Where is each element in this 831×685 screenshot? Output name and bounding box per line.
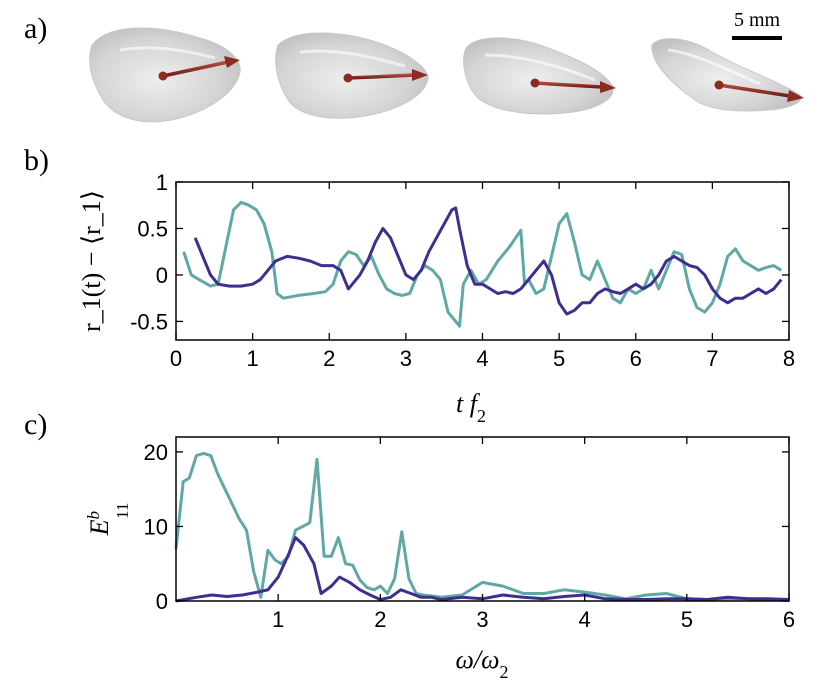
particle-shape-3 bbox=[463, 37, 616, 115]
y-axis-label: r_1(t) − ⟨r_1⟩ bbox=[77, 190, 106, 332]
x-axis-label: ω/ω2 bbox=[456, 645, 509, 682]
y-tick-label: 10 bbox=[144, 514, 168, 539]
x-tick-label: 6 bbox=[783, 607, 795, 632]
x-tick-label: 5 bbox=[681, 607, 693, 632]
x-tick-label: 1 bbox=[247, 346, 259, 371]
x-tick-label: 8 bbox=[783, 346, 795, 371]
x-tick-label: 4 bbox=[579, 607, 591, 632]
scale-bar-label: 5 mm bbox=[734, 9, 781, 31]
y-axis-label: Eb 11 bbox=[84, 503, 133, 537]
y-tick-label: 0 bbox=[156, 263, 168, 288]
y-tick-label: 0.5 bbox=[137, 216, 168, 241]
x-tick-label: 6 bbox=[630, 346, 642, 371]
particle-shape-1 bbox=[89, 27, 241, 123]
x-tick-label: 3 bbox=[400, 346, 412, 371]
x-tick-label: 7 bbox=[706, 346, 718, 371]
panel-label-c: c) bbox=[24, 408, 47, 441]
x-tick-label: 3 bbox=[476, 607, 488, 632]
chart-c: 1 2 3 4 5 6 0 10 20 ω/ω2 Eb 11 bbox=[84, 436, 795, 682]
particle-shape-2 bbox=[275, 32, 429, 119]
x-tick-label: 0 bbox=[170, 346, 182, 371]
x-tick-label: 4 bbox=[476, 346, 488, 371]
particle-shape-4 bbox=[651, 38, 804, 112]
y-tick-label: 1 bbox=[156, 170, 168, 195]
x-tick-label: 1 bbox=[272, 607, 284, 632]
series-line-teal bbox=[174, 451, 790, 602]
x-tick-label: 2 bbox=[374, 607, 386, 632]
y-tick-label: -0.5 bbox=[130, 309, 168, 334]
x-tick-label: 5 bbox=[553, 346, 565, 371]
chart-b: 0 1 2 3 4 5 6 7 810.50-0.5t f2r_1(t) − ⟨r_1⟩ bbox=[77, 170, 795, 426]
plot-frame bbox=[175, 181, 790, 341]
panel-label-b: b) bbox=[24, 144, 49, 177]
scale-bar: 5 mm bbox=[732, 9, 782, 40]
series-line-teal bbox=[182, 200, 783, 328]
x-tick-label: 2 bbox=[323, 346, 335, 371]
x-axis-label: t f2 bbox=[456, 389, 486, 426]
plot-frame bbox=[175, 436, 790, 602]
series-line-purple bbox=[193, 206, 783, 316]
panel-a-shapes: 5 mm bbox=[89, 9, 804, 123]
y-tick-label: 0 bbox=[156, 589, 168, 614]
series-line-purple bbox=[175, 536, 790, 603]
panel-label-a: a) bbox=[24, 12, 47, 45]
y-tick-label: 20 bbox=[144, 440, 168, 465]
